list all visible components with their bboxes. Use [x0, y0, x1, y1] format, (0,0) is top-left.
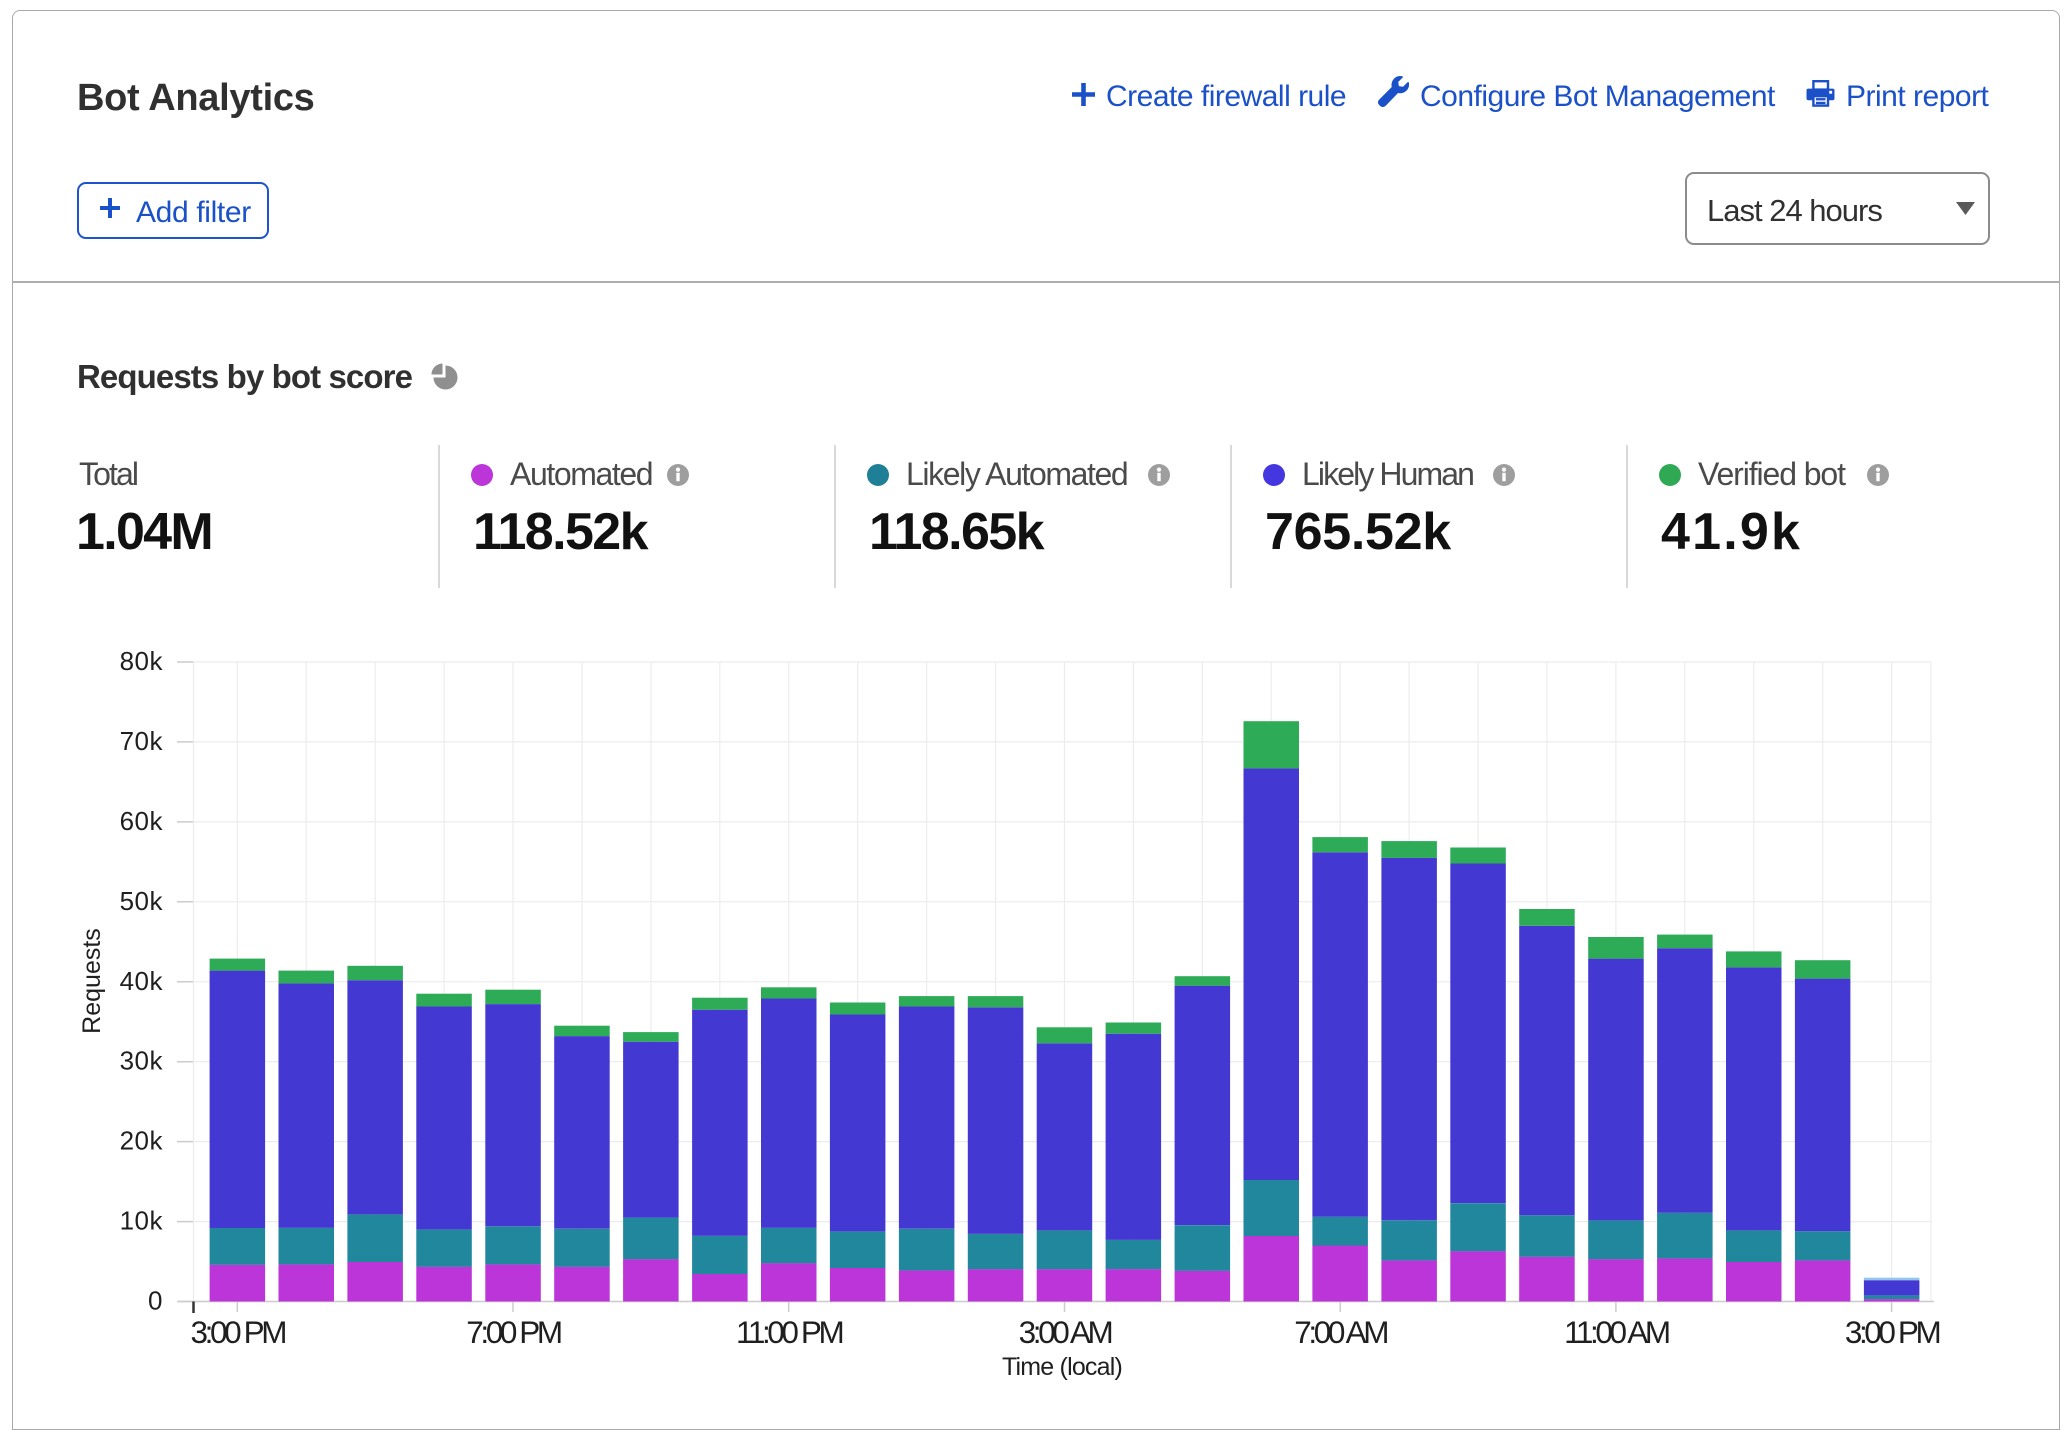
- svg-text:0: 0: [148, 1286, 163, 1316]
- svg-text:40k: 40k: [120, 966, 164, 996]
- svg-text:11:00 AM: 11:00 AM: [1564, 1314, 1669, 1350]
- svg-text:Requests: Requests: [78, 928, 106, 1034]
- svg-text:20k: 20k: [120, 1126, 164, 1156]
- svg-text:3:00 PM: 3:00 PM: [1845, 1314, 1940, 1350]
- svg-text:3:00 PM: 3:00 PM: [191, 1314, 286, 1350]
- svg-text:11:00 PM: 11:00 PM: [736, 1314, 842, 1350]
- svg-text:70k: 70k: [120, 726, 164, 756]
- svg-text:30k: 30k: [120, 1046, 164, 1076]
- svg-text:10k: 10k: [120, 1206, 164, 1236]
- svg-text:50k: 50k: [120, 886, 164, 916]
- svg-text:80k: 80k: [120, 646, 164, 676]
- svg-text:3:00 AM: 3:00 AM: [1019, 1314, 1112, 1350]
- svg-text:Time (local): Time (local): [1002, 1353, 1122, 1381]
- svg-text:7:00 AM: 7:00 AM: [1294, 1314, 1387, 1350]
- svg-text:7:00 PM: 7:00 PM: [466, 1314, 561, 1350]
- svg-text:60k: 60k: [120, 806, 164, 836]
